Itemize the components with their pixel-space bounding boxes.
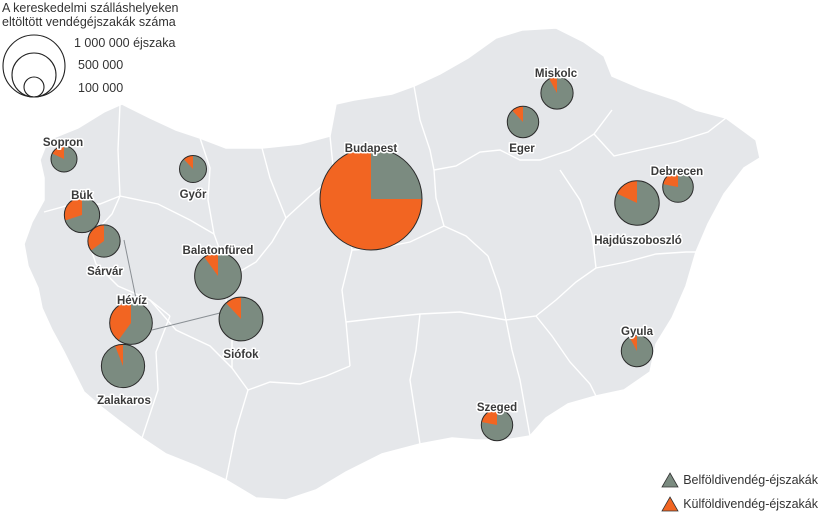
pie-sarvar: [87, 224, 121, 258]
pie-budapest: [319, 147, 423, 251]
pie-outline: [614, 180, 660, 226]
pie-foreign-slice: [87, 224, 104, 251]
city-label-siofok: Siófok: [223, 349, 259, 361]
city-label-hajduszoboszlo: Hajdúszoboszló: [594, 235, 682, 247]
pie-gyula: [620, 334, 654, 368]
legend-item-foreign: Külföldivendég-éjszakák: [661, 496, 818, 512]
pie-foreign-slice: [225, 297, 241, 319]
pie-outline: [100, 343, 146, 389]
pie-zalakaros: [100, 343, 146, 389]
pie-outline: [63, 196, 101, 234]
pie-foreign-slice: [109, 301, 131, 341]
pie-outline: [662, 171, 694, 203]
pie-buk: [63, 196, 101, 234]
size-legend-circle-small: [23, 76, 45, 98]
pie-balatonfured: [194, 252, 242, 300]
pie-foreign-slice: [616, 180, 637, 203]
pie-heviz: [109, 301, 153, 345]
pie-foreign-slice: [183, 155, 193, 169]
pie-hajduszoboszlo: [614, 180, 660, 226]
pie-foreign-slice: [629, 335, 637, 351]
city-label-miskolc: Miskolc: [535, 68, 578, 80]
city-label-balatonfured: Balatonfüred: [183, 245, 254, 257]
legend-label-domestic: Belföldivendég-éjszakák: [683, 473, 818, 487]
legend-item-domestic: Belföldivendég-éjszakák: [661, 472, 818, 488]
pie-foreign-slice: [204, 252, 218, 276]
pie-outline: [540, 76, 574, 110]
city-label-eger: Eger: [509, 143, 535, 155]
pie-foreign-slice: [320, 148, 422, 250]
pie-miskolc: [540, 76, 574, 110]
hungary-outline: [23, 27, 761, 501]
pie-eger: [506, 105, 540, 139]
pie-debrecen: [662, 171, 694, 203]
pie-foreign-slice: [512, 106, 523, 122]
size-legend-label-medium: 500 000: [78, 58, 124, 72]
pie-gyor: [179, 155, 207, 183]
pie-siofok: [218, 296, 264, 342]
city-label-buk: Bük: [71, 190, 93, 202]
pie-foreign-slice: [115, 344, 123, 366]
pie-outline: [319, 147, 423, 251]
city-label-gyor: Győr: [180, 189, 207, 201]
city-label-heviz: Hévíz: [117, 295, 147, 307]
city-label-gyula: Gyula: [621, 326, 654, 338]
county-borders: [43, 85, 727, 481]
pie-outline: [50, 145, 78, 173]
pie-outline: [109, 301, 153, 345]
pie-outline: [194, 252, 242, 300]
size-legend-title-line2: eltöltött vendégéjszakák száma: [2, 15, 176, 29]
size-legend-title: A kereskedelmi szálláshelyeken eltöltött…: [2, 1, 178, 29]
pie-outline: [179, 155, 207, 183]
city-label-sopron: Sopron: [43, 137, 83, 149]
city-label-budapest: Budapest: [345, 143, 398, 155]
pie-foreign-slice: [662, 171, 678, 187]
legend-label-foreign: Külföldivendég-éjszakák: [683, 497, 818, 511]
size-legend-circles: [2, 34, 66, 98]
pie-outline: [218, 296, 264, 342]
pie-foreign-slice: [64, 197, 82, 221]
size-legend-circle-medium: [11, 52, 57, 98]
triangle-icon: [661, 496, 679, 512]
size-legend-title-line1: A kereskedelmi szálláshelyeken: [2, 1, 179, 15]
pie-foreign-slice: [481, 409, 497, 425]
triangle-icon: [661, 472, 679, 488]
pie-outline: [87, 224, 121, 258]
pie-szeged: [480, 408, 514, 442]
pie-foreign-slice: [52, 145, 64, 159]
size-legend-label-large: 1 000 000 éjszaka: [74, 36, 176, 50]
city-label-sarvar: Sárvár: [87, 266, 123, 278]
size-legend-label-small: 100 000: [78, 81, 124, 95]
pie-outline: [506, 105, 540, 139]
pie-outline: [480, 408, 514, 442]
pie-foreign-slice: [549, 76, 557, 93]
size-legend-circle-large: [2, 34, 66, 98]
city-label-debrecen: Debrecen: [651, 166, 703, 178]
city-label-szeged: Szeged: [477, 402, 517, 414]
city-label-zalakaros: Zalakaros: [97, 395, 151, 407]
pie-outline: [620, 334, 654, 368]
pie-sopron: [50, 145, 78, 173]
